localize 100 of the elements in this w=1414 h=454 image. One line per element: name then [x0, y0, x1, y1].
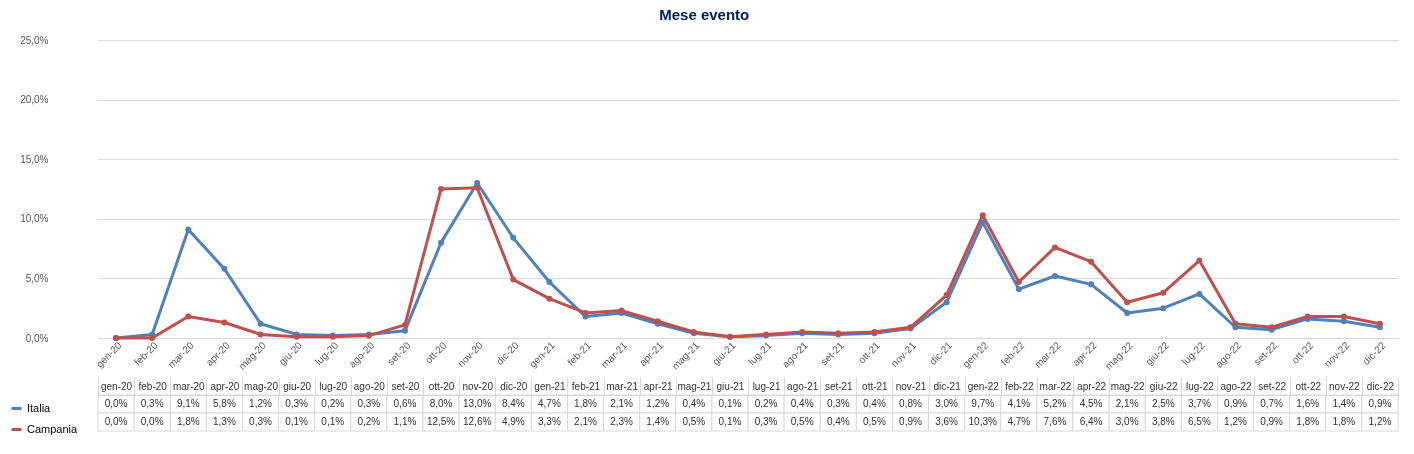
- data-label: 0,1%: [718, 398, 742, 409]
- category-label: dic-22: [1366, 380, 1395, 392]
- category-label: ago-21: [787, 380, 819, 392]
- data-label: 3,0%: [935, 398, 959, 409]
- category-label: set-20: [391, 380, 420, 392]
- data-label: 1,3%: [212, 416, 236, 427]
- category-label: nov-22: [1329, 380, 1360, 392]
- data-label: 0,5%: [682, 416, 706, 427]
- category-label: feb-21: [571, 380, 601, 392]
- data-label: 0,9%: [1260, 416, 1284, 427]
- data-label: 2,1%: [574, 416, 597, 427]
- data-label: 7,6%: [1043, 416, 1067, 427]
- category-label: lug-20: [319, 380, 348, 392]
- data-label: 0,0%: [104, 416, 128, 427]
- data-label: 1,4%: [646, 416, 670, 427]
- category-label: lug-21: [752, 380, 781, 392]
- data-label: 0,7%: [1260, 398, 1284, 409]
- data-label: 2,1%: [610, 398, 634, 409]
- category-label: mar-20: [172, 380, 205, 392]
- category-label: apr-21: [643, 380, 673, 392]
- data-label: 13,0%: [462, 398, 492, 409]
- data-label: 0,2%: [357, 416, 381, 427]
- data-label: 0,9%: [1224, 398, 1247, 409]
- data-label: 1,1%: [393, 416, 417, 427]
- category-label: set-22: [1258, 380, 1287, 392]
- data-label: 0,6%: [393, 398, 417, 409]
- y-tick-label: 15,0%: [20, 153, 49, 165]
- data-label: 1,2%: [1368, 416, 1392, 427]
- data-label: 0,9%: [899, 416, 922, 427]
- data-label: 0,5%: [862, 416, 886, 427]
- data-label: 0,0%: [140, 416, 164, 427]
- data-label: 3,6%: [935, 416, 959, 427]
- data-label: 9,7%: [971, 398, 995, 409]
- category-label: mag-22: [1110, 380, 1145, 392]
- category-label: ott-20: [428, 380, 455, 392]
- data-label: 4,1%: [1007, 398, 1031, 409]
- category-label: nov-20: [462, 380, 493, 392]
- category-label: giu-22: [1149, 380, 1178, 392]
- data-label: 1,8%: [574, 398, 597, 409]
- data-label: 5,8%: [212, 398, 236, 409]
- category-label: ott-22: [1295, 380, 1322, 392]
- data-label: 0,1%: [718, 416, 742, 427]
- category-label: set-21: [824, 380, 853, 392]
- data-label: 3,8%: [1151, 416, 1175, 427]
- data-label: 0,1%: [321, 416, 345, 427]
- y-tick-label: 5,0%: [25, 272, 49, 284]
- data-label: 1,4%: [1332, 398, 1356, 409]
- data-label: 1,8%: [176, 416, 200, 427]
- data-label: 0,8%: [899, 398, 922, 409]
- data-label: 1,8%: [1296, 416, 1320, 427]
- data-label: 0,4%: [790, 398, 814, 409]
- category-label: giu-20: [283, 380, 312, 392]
- data-label: 4,9%: [501, 416, 525, 427]
- data-label: 0,3%: [754, 416, 778, 427]
- data-label: 1,6%: [1296, 398, 1320, 409]
- data-label: 4,7%: [1007, 416, 1031, 427]
- data-label: 5,2%: [1043, 398, 1067, 409]
- category-label: feb-22: [1005, 380, 1034, 392]
- y-tick-label: 20,0%: [20, 94, 49, 106]
- data-label: 8,0%: [429, 398, 453, 409]
- data-label: 2,5%: [1151, 398, 1175, 409]
- data-label: 0,4%: [682, 398, 706, 409]
- data-label: 4,5%: [1079, 398, 1103, 409]
- category-label: mar-22: [1039, 380, 1072, 392]
- data-label: 3,0%: [1115, 416, 1139, 427]
- y-tick-label: 10,0%: [20, 213, 49, 225]
- data-label: 0,5%: [790, 416, 814, 427]
- data-label: 1,2%: [249, 398, 272, 409]
- data-label: 0,4%: [826, 416, 850, 427]
- data-label: 9,1%: [176, 398, 200, 409]
- data-label: 0,2%: [754, 398, 778, 409]
- data-label: 0,3%: [285, 398, 309, 409]
- category-label: nov-21: [895, 380, 927, 392]
- category-label: dic-20: [500, 380, 528, 392]
- data-label: 12,6%: [462, 416, 492, 427]
- data-label: 12,5%: [426, 416, 456, 427]
- category-label: mar-21: [606, 380, 638, 392]
- data-label: 0,2%: [321, 398, 345, 409]
- legend-label: Campania: [27, 422, 79, 435]
- data-label: 3,7%: [1187, 398, 1211, 409]
- data-label: 4,7%: [537, 398, 561, 409]
- category-label: gen-20: [100, 380, 133, 392]
- data-label: 8,4%: [501, 398, 525, 409]
- data-label: 1,2%: [1224, 416, 1247, 427]
- data-label: 0,1%: [285, 416, 309, 427]
- y-tick-label: 25,0%: [20, 34, 49, 46]
- category-label: ott-21: [862, 380, 888, 392]
- category-label: mag-20: [244, 380, 278, 392]
- data-label: 3,3%: [537, 416, 561, 427]
- data-label: 6,5%: [1187, 416, 1211, 427]
- y-tick-label: 0,0%: [25, 332, 49, 344]
- data-label: 0,3%: [249, 416, 272, 427]
- data-label: 0,0%: [104, 398, 128, 409]
- category-label: giu-21: [716, 380, 745, 392]
- category-label: gen-22: [967, 380, 999, 392]
- category-label: lug-22: [1185, 380, 1214, 392]
- category-label: mag-21: [677, 380, 712, 392]
- category-label: feb-20: [138, 380, 167, 392]
- category-label: apr-22: [1077, 380, 1107, 392]
- category-label: ago-22: [1220, 380, 1252, 392]
